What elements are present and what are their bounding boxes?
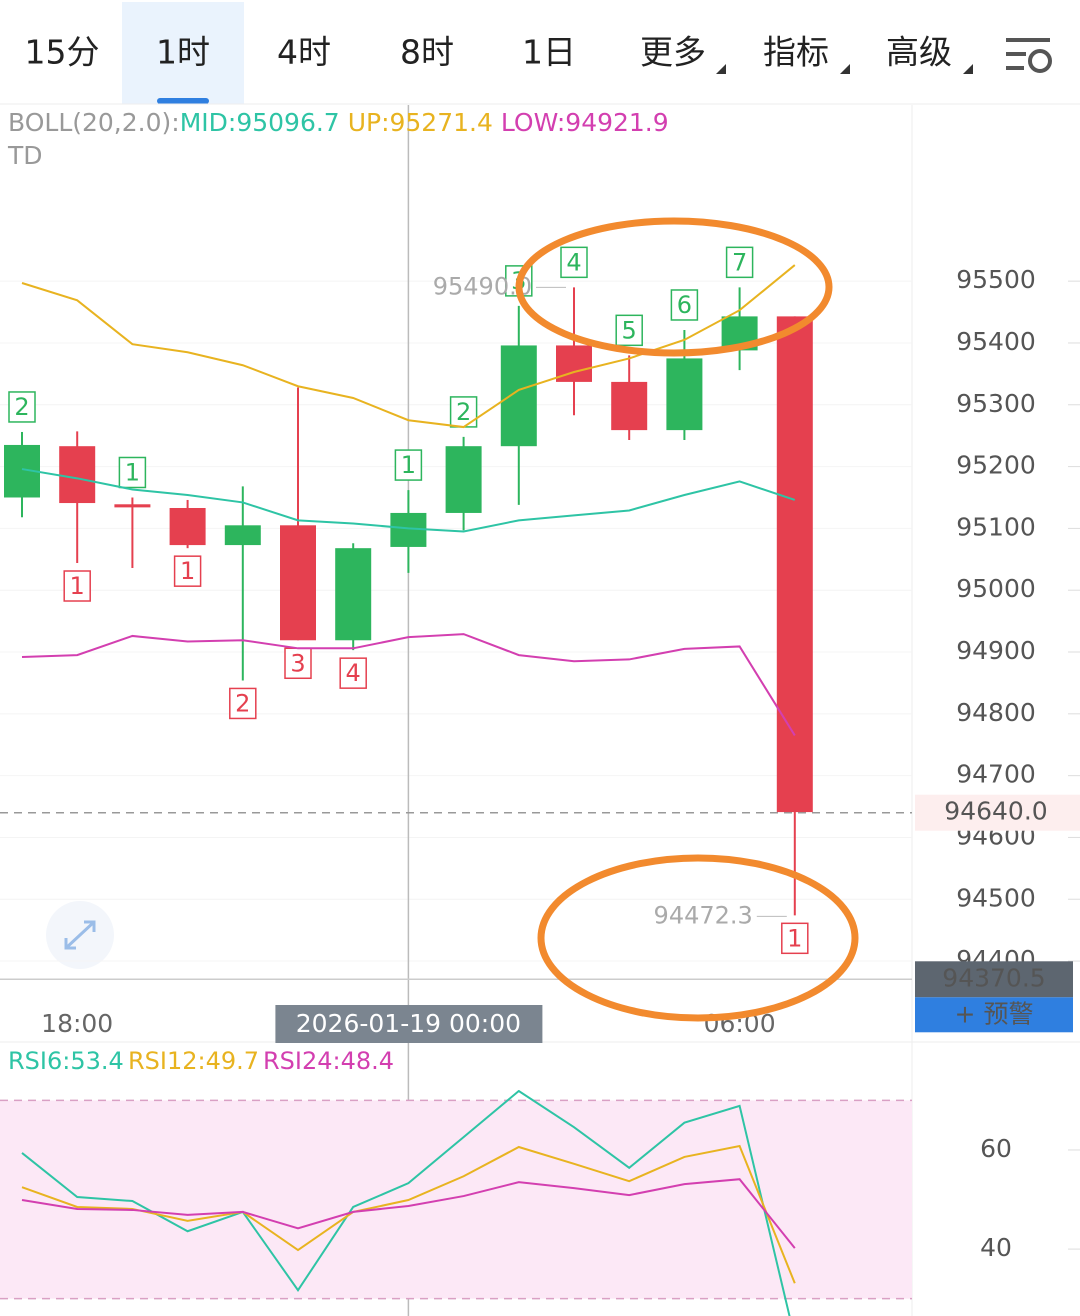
active-tab-indicator	[157, 98, 209, 104]
td-box	[725, 246, 754, 279]
tab[interactable]: 15分	[25, 33, 100, 72]
td-label: 1	[180, 557, 195, 585]
td-box	[670, 289, 699, 321]
x-label-highlight	[275, 1005, 543, 1043]
expand-button[interactable]	[46, 901, 114, 969]
candle-body	[114, 504, 151, 508]
last-price-label: 94640.0	[944, 797, 1047, 826]
td-label: 1	[401, 451, 416, 479]
td-label: 1	[70, 572, 85, 600]
td-box	[118, 456, 147, 489]
tab[interactable]: 4时	[277, 33, 331, 72]
td-box	[615, 314, 643, 347]
y-tick-label: 94900	[956, 636, 1036, 665]
tab[interactable]: 高级	[886, 33, 952, 72]
x-tick-label: 18:00	[41, 1009, 113, 1038]
tab[interactable]: 8时	[400, 33, 454, 72]
td-label: 4	[346, 659, 361, 687]
rsi-band	[0, 1100, 912, 1299]
td-label: 2	[14, 393, 29, 421]
td-box	[229, 687, 257, 720]
td-box	[8, 391, 36, 423]
td-label: 1	[787, 924, 802, 952]
tab[interactable]: 1时	[156, 33, 210, 72]
td-box	[63, 570, 91, 602]
indicator-line	[21, 1178, 796, 1249]
td-box	[560, 246, 588, 279]
td-label: 1	[125, 458, 140, 486]
y-tick-label: 94500	[956, 883, 1036, 912]
td-box	[339, 657, 367, 689]
candle-body	[169, 507, 206, 546]
alert-button-bg[interactable]	[915, 997, 1073, 1033]
candle-body	[500, 345, 537, 447]
indicator-line	[21, 468, 796, 533]
alert-button[interactable]: + 预警	[955, 999, 1034, 1028]
rsi-legend: RSI6:53.4	[8, 1047, 124, 1075]
td-box	[284, 647, 312, 680]
candle-body	[224, 525, 261, 546]
legend-item: MID:95096.7	[180, 108, 340, 137]
indicator-line	[21, 264, 796, 429]
rsi-legend: RSI12:49.7	[128, 1047, 259, 1075]
annotation: 95490.0	[433, 272, 532, 300]
rsi-legend: RSI24:48.4	[263, 1047, 394, 1075]
td-label: 5	[622, 316, 637, 344]
last-price-bg	[915, 794, 1080, 831]
indicator-line	[21, 1144, 796, 1284]
y-tick-label: 40	[980, 1233, 1012, 1262]
dropdown-icons	[716, 64, 973, 74]
y-tick-label: 94700	[956, 760, 1036, 789]
candle-body	[335, 548, 372, 641]
td-label: 6	[677, 291, 692, 319]
legend-item: UP:95271.4	[348, 108, 493, 137]
candle-body	[280, 525, 316, 641]
td-label: 4	[566, 248, 581, 276]
y-tick-label: 94800	[956, 698, 1036, 727]
candle-body	[611, 381, 648, 431]
tab[interactable]: 1日	[522, 33, 576, 72]
settings-icon[interactable]	[1006, 38, 1052, 73]
legend-item: LOW:94921.9	[501, 108, 669, 137]
y-tick-label: 95300	[956, 389, 1036, 418]
candle-body	[666, 358, 703, 431]
tab[interactable]: 更多	[640, 33, 706, 72]
y-tick-label: 95500	[956, 265, 1036, 294]
candle-body	[59, 446, 96, 504]
td-label: 7	[732, 248, 747, 276]
indicator-line	[21, 633, 796, 736]
td-label: 3	[290, 649, 305, 677]
td-label: 2	[456, 398, 471, 426]
candle-body	[445, 446, 482, 513]
y-tick-label: 95400	[956, 327, 1036, 356]
crosshair-price-bg	[915, 961, 1073, 998]
y-tick-label: 95200	[956, 451, 1036, 480]
td-box	[781, 922, 809, 955]
y-tick-label: 95100	[956, 512, 1036, 541]
td-box	[394, 449, 423, 481]
highlight-ellipse	[515, 217, 833, 357]
highlight-ellipse	[537, 854, 859, 1022]
annotation: 94472.3	[654, 901, 753, 929]
x-tick-label: 2026-01-19 00:00	[296, 1009, 521, 1038]
indicator-legend: BOLL(20,2.0):MID:95096.7 UP:95271.4 LOW:94…	[8, 108, 669, 137]
td-box	[173, 555, 202, 587]
active-tab-bg	[122, 2, 244, 104]
tab[interactable]: 指标	[763, 33, 829, 72]
crosshair-price-label: 94370.5	[942, 963, 1045, 992]
chart-layer: 15分 1时 4时 8时 1日 更多 指标 高级94400945009460094700948…	[0, 33, 1080, 1316]
td-label: 2	[235, 689, 250, 717]
y-tick-label: 95000	[956, 574, 1036, 603]
legend-item: BOLL(20,2.0):	[8, 108, 180, 137]
td-legend: TD	[7, 141, 43, 170]
candle-body	[776, 316, 813, 813]
y-tick-label: 60	[980, 1134, 1012, 1163]
